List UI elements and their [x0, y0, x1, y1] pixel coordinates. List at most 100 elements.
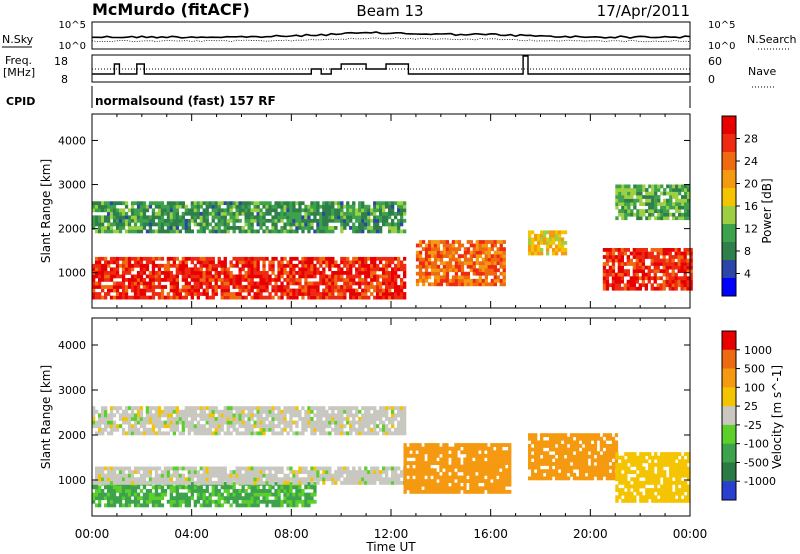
heatmap-cell: [684, 205, 688, 210]
heatmap-cell: [247, 470, 251, 474]
heatmap-cell: [241, 211, 245, 216]
heatmap-cell: [157, 208, 162, 213]
heatmap-cell: [528, 248, 532, 252]
heatmap-cell: [412, 446, 416, 451]
heatmap-cell: [133, 489, 138, 493]
heatmap-cell: [259, 226, 263, 230]
heatmap-cell: [418, 457, 422, 462]
heatmap-cell: [602, 279, 607, 284]
heatmap-cell: [349, 208, 353, 213]
heatmap-cell: [112, 420, 117, 425]
heatmap-cell: [271, 499, 275, 504]
freq-frame: [91, 54, 691, 83]
heatmap-cell: [313, 413, 317, 418]
heatmap-cell: [391, 470, 395, 474]
heatmap-cell: [95, 431, 99, 436]
heatmap-cell: [226, 420, 230, 425]
heatmap-cell: [101, 480, 105, 485]
heatmap-cell: [543, 476, 547, 481]
heatmap-cell: [145, 473, 150, 478]
heatmap-cell: [277, 211, 281, 216]
heatmap-cell: [238, 503, 242, 508]
heatmap-cell: [274, 274, 278, 279]
heatmap-cell: [615, 198, 619, 203]
heatmap-cell: [647, 251, 651, 256]
heatmap-cell: [274, 201, 278, 206]
heatmap-cell: [627, 191, 631, 196]
heatmap-cell: [337, 208, 341, 213]
heatmap-cell: [540, 237, 544, 242]
heatmap-cell: [421, 278, 426, 283]
heatmap-cell: [139, 215, 144, 220]
heatmap-cell: [244, 480, 248, 485]
heatmap-cell: [133, 417, 138, 421]
heatmap-cell: [478, 264, 482, 269]
heatmap-cell: [403, 424, 407, 429]
heatmap-cell: [466, 450, 470, 455]
heatmap-cell: [340, 285, 344, 289]
heatmap-cell: [235, 492, 239, 497]
heatmap-cell: [364, 208, 368, 213]
heatmap-cell: [355, 260, 359, 265]
heatmap-cell: [602, 272, 607, 277]
heatmap-cell: [220, 470, 224, 474]
heatmap-cell: [313, 274, 317, 279]
heatmap-cell: [121, 201, 126, 206]
heatmap-cell: [376, 267, 380, 272]
heatmap-cell: [325, 281, 329, 286]
heatmap-cell: [148, 218, 153, 223]
heatmap-cell: [487, 446, 491, 451]
heatmap-cell: [415, 471, 419, 476]
heatmap-cell: [328, 211, 332, 216]
heatmap-cell: [298, 274, 302, 279]
heatmap-cell: [325, 417, 329, 421]
heatmap-cell: [250, 503, 254, 508]
heatmap-cell: [283, 292, 287, 296]
heatmap-cell: [638, 248, 642, 252]
heatmap-cell: [367, 215, 371, 220]
heatmap-cell: [307, 424, 311, 429]
heatmap-cell: [169, 218, 173, 223]
heatmap-cell: [226, 499, 230, 504]
heatmap-cell: [178, 417, 182, 421]
heatmap-cell: [331, 229, 335, 234]
heatmap-cell: [92, 492, 96, 497]
heatmap-cell: [451, 489, 455, 494]
heatmap-cell: [671, 283, 675, 288]
heatmap-cell: [385, 295, 389, 300]
heatmap-cell: [668, 251, 672, 256]
heatmap-cell: [214, 406, 218, 411]
heatmap-cell: [340, 215, 344, 220]
heatmap-cell: [160, 413, 165, 418]
heatmap-cell: [202, 215, 206, 220]
heatmap-cell: [118, 285, 123, 289]
heatmap-cell: [463, 479, 467, 483]
heatmap-cell: [475, 261, 479, 266]
heatmap-cell: [442, 443, 446, 447]
heatmap-cell: [187, 271, 191, 275]
heatmap-cell: [109, 473, 114, 478]
heatmap-cell: [466, 489, 470, 494]
heatmap-cell: [361, 278, 365, 282]
heatmap-cell: [660, 202, 664, 206]
heatmap-cell: [277, 285, 281, 289]
heatmap-cell: [301, 477, 305, 482]
heatmap-cell: [325, 226, 329, 230]
heatmap-cell: [487, 457, 491, 462]
heatmap-cell: [136, 256, 141, 261]
heatmap-cell: [322, 211, 326, 216]
heatmap-cell: [104, 204, 108, 209]
heatmap-cell: [139, 496, 144, 501]
heatmap-cell: [301, 215, 305, 220]
heatmap-cell: [361, 473, 365, 478]
heatmap-cell: [490, 475, 494, 480]
heatmap-cell: [627, 205, 631, 210]
heatmap-cell: [187, 477, 191, 482]
heatmap-cell: [472, 446, 476, 451]
heatmap-cell: [244, 201, 248, 206]
heatmap-cell: [163, 229, 168, 234]
heatmap-cell: [142, 431, 147, 436]
heatmap-cell: [271, 288, 275, 293]
heatmap-cell: [669, 191, 673, 196]
heatmap-cell: [256, 201, 260, 206]
